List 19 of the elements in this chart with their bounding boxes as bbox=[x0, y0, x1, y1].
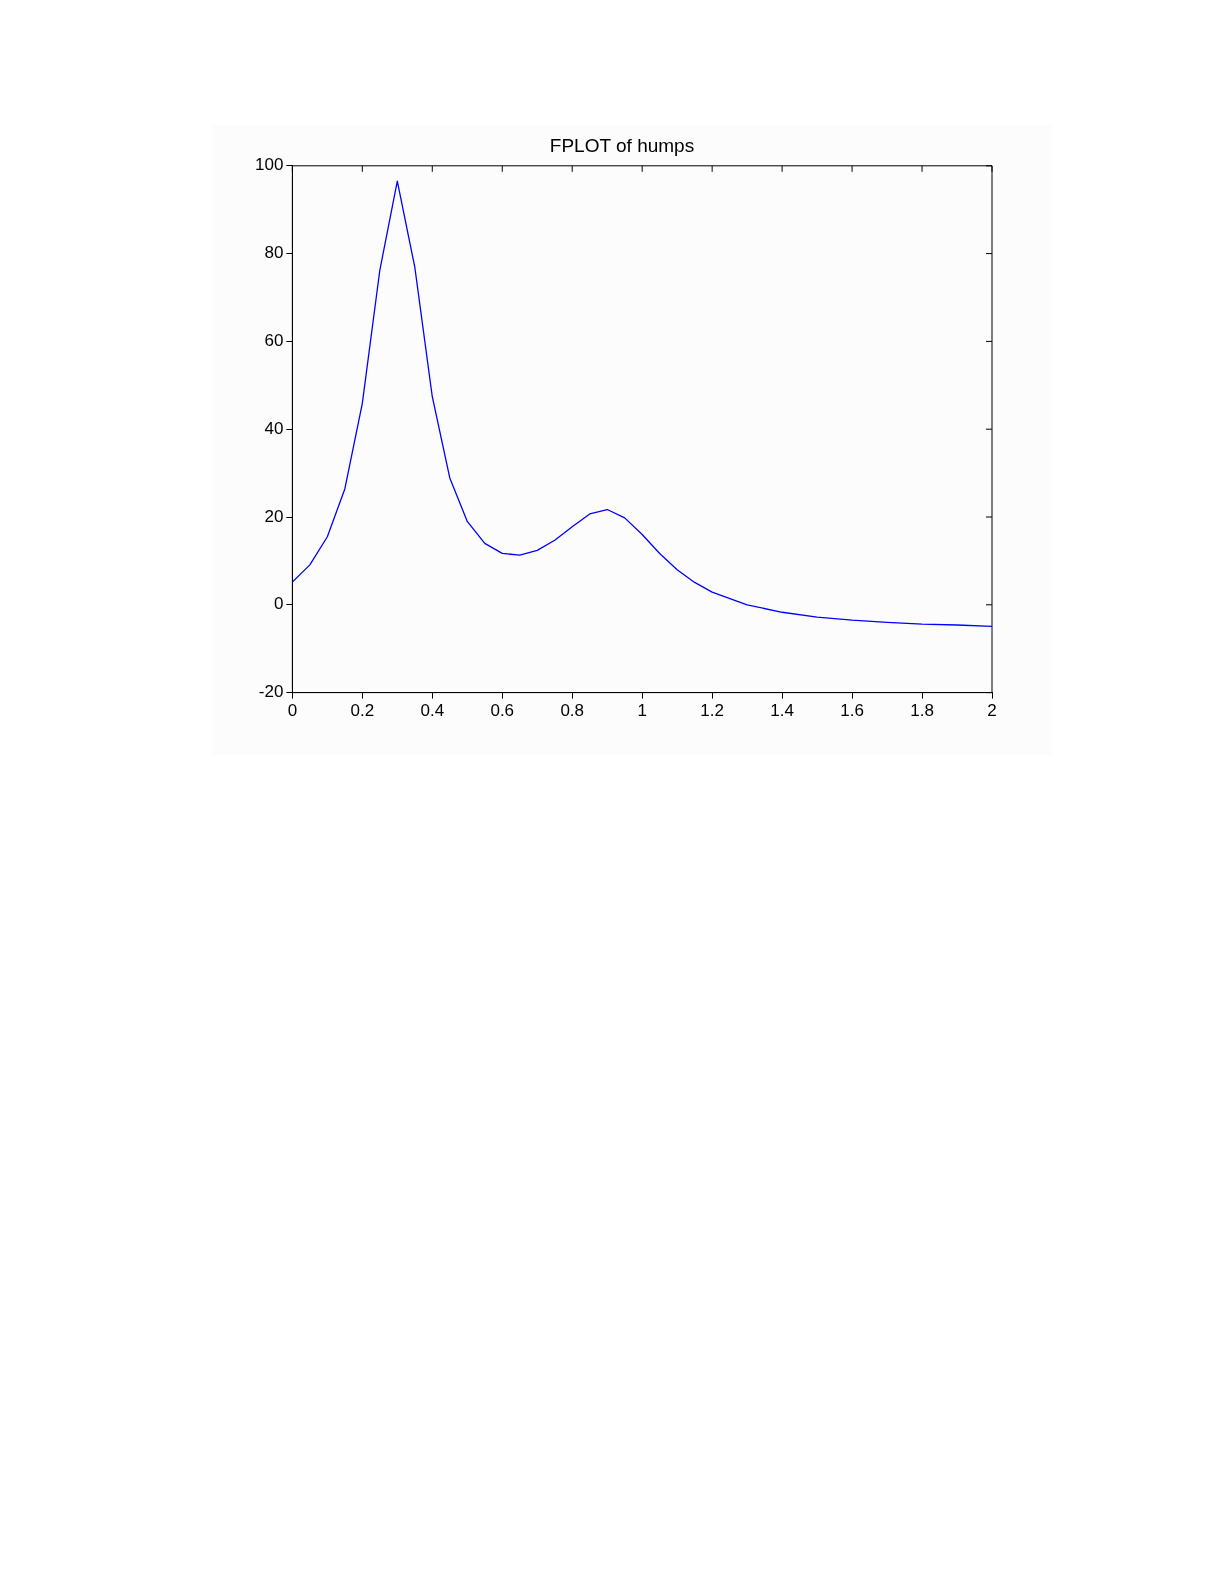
x-tick-label: 1.8 bbox=[910, 701, 934, 721]
y-tick-label: 40 bbox=[264, 418, 284, 438]
y-tick-label: -20 bbox=[258, 682, 284, 702]
x-tick-label: 1.2 bbox=[700, 701, 724, 721]
x-tick-label: 1.4 bbox=[770, 701, 794, 721]
x-tick-label: 0.2 bbox=[350, 701, 375, 721]
y-tick-label: 100 bbox=[254, 155, 284, 175]
y-tick-label: 60 bbox=[264, 331, 284, 351]
x-tick-label: 2 bbox=[987, 701, 997, 721]
y-tick-label: 20 bbox=[264, 506, 284, 526]
y-tick-label: 80 bbox=[264, 243, 284, 263]
x-tick-label: 1 bbox=[637, 701, 647, 721]
x-tick-label: 0.6 bbox=[490, 701, 515, 721]
x-tick-label: 0 bbox=[287, 701, 298, 721]
y-tick-label: 0 bbox=[273, 594, 284, 614]
x-tick-label: 0.8 bbox=[560, 701, 585, 721]
chart-title: FPLOT of humps bbox=[549, 134, 695, 156]
x-tick-label: 0.4 bbox=[420, 701, 445, 721]
x-tick-label: 1.6 bbox=[840, 701, 864, 721]
